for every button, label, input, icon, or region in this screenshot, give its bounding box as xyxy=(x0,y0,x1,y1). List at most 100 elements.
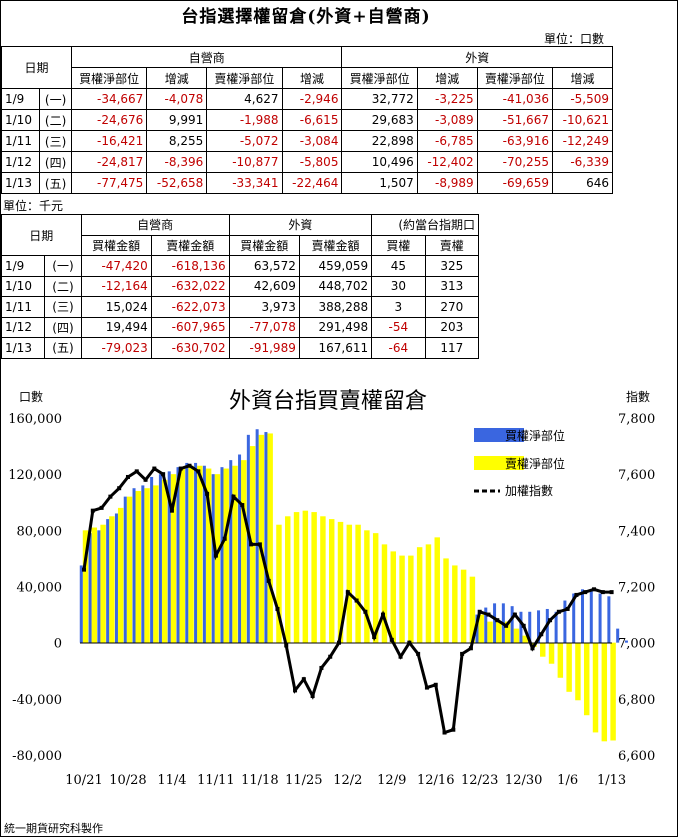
legend-swatch-call xyxy=(474,428,524,442)
y-tick-label: 40,000 xyxy=(17,581,63,596)
table1-row: 1/12 (四) -24,817 -8,396 -10,877 -5,805 10,496-… xyxy=(0,151,614,173)
bar-put xyxy=(583,642,590,716)
table1-value-cell: -3,225 xyxy=(416,88,478,110)
table1-weekday-cell: (三) xyxy=(39,130,73,152)
bar-call xyxy=(580,589,584,643)
bar-put xyxy=(513,628,520,643)
bar-put xyxy=(82,530,89,643)
index-point xyxy=(583,590,588,595)
bar-put xyxy=(188,465,194,643)
table1-date-cell: 1/9 xyxy=(0,88,41,110)
table1-value-cell: -12,249 xyxy=(551,130,614,152)
bar-put xyxy=(91,527,98,643)
table1-value-cell: -5,072 xyxy=(206,130,283,152)
table1-value-cell: -10,877 xyxy=(206,151,283,173)
table1-value-cell: 1,507 xyxy=(341,172,418,194)
bar-call xyxy=(123,496,127,643)
table1-value-cell: -77,475 xyxy=(71,172,148,194)
bar-call xyxy=(79,565,83,643)
chart-y-label: 口數 xyxy=(19,390,43,404)
table1-col-header: 賣權淨部位 xyxy=(206,67,283,89)
bar-call xyxy=(563,600,567,643)
table1-weekday-cell: (二) xyxy=(39,109,73,131)
table1-value-cell: -33,341 xyxy=(206,172,283,194)
table1-value-cell: -6,339 xyxy=(551,151,614,173)
bar-put xyxy=(372,533,379,643)
table2-value-cell: 459,059 xyxy=(298,255,373,277)
bar-put xyxy=(469,576,476,643)
table2-date-cell: 1/9 xyxy=(0,255,46,277)
index-point xyxy=(424,685,429,690)
bar-call xyxy=(528,611,532,643)
table2-value-cell: 270 xyxy=(424,296,480,318)
bar-put xyxy=(478,614,484,643)
table1-date-cell: 1/13 xyxy=(0,172,41,194)
table2-value-cell: 325 xyxy=(424,255,480,277)
bar-call xyxy=(132,488,136,643)
table1-value-cell: -5,805 xyxy=(281,151,343,173)
table1-option-positions: 日期 自營商 外資 買權淨部位 增減 賣權淨部位 增減 買權淨部位 增減 賣權淨部位 增減 1… xyxy=(0,46,614,194)
table2-value-cell: 19,494 xyxy=(80,316,152,338)
bar-put xyxy=(390,551,396,643)
index-point xyxy=(398,654,403,659)
bar-call xyxy=(255,429,259,643)
table1-col-header: 買權淨部位 xyxy=(341,67,418,89)
y-tick-label: 120,000 xyxy=(8,468,62,483)
table1-value-cell: -70,255 xyxy=(476,151,553,173)
table2-row: 1/13 (五) -79,023 -630,702 -91,989 167,611 -64 1… xyxy=(0,337,480,359)
index-point xyxy=(565,606,570,611)
table2-value-cell: -79,023 xyxy=(80,337,152,359)
table1-col-header: 增減 xyxy=(281,67,343,89)
bar-call xyxy=(220,467,224,643)
table1-date-cell: 1/10 xyxy=(0,109,41,131)
bar-call xyxy=(106,519,110,643)
index-point xyxy=(125,474,130,479)
y2-tick-label: 6,600 xyxy=(618,749,655,764)
bar-put xyxy=(460,569,467,643)
table1-date-cell: 1/11 xyxy=(0,130,41,152)
bar-put xyxy=(408,555,414,643)
bar-call xyxy=(607,596,611,643)
table1-value-cell: -5,509 xyxy=(551,88,614,110)
bar-put xyxy=(592,642,599,733)
table1-col-header: 增減 xyxy=(146,67,208,89)
bar-put xyxy=(575,642,581,701)
table1-value-cell: 22,898 xyxy=(341,130,418,152)
table1-value-cell: 4,627 xyxy=(206,88,283,110)
table1-weekday-cell: (五) xyxy=(39,172,73,194)
table2-value-cell: 30 xyxy=(371,275,426,297)
bar-put xyxy=(381,544,388,643)
bar-call xyxy=(510,606,514,643)
table2-col-header: 賣權金額 xyxy=(298,234,373,256)
x-tick-label: 11/4 xyxy=(157,773,186,788)
bar-put xyxy=(126,496,133,643)
table2-date-cell: 1/13 xyxy=(0,337,46,359)
index-point xyxy=(205,491,210,496)
table1-value-cell: -4,078 xyxy=(146,88,208,110)
table2-value-cell: -64 xyxy=(371,337,426,359)
legend-label-index: 加權指數 xyxy=(505,483,553,498)
bar-put xyxy=(416,547,423,643)
table1-value-cell: -8,396 xyxy=(146,151,208,173)
bar-put xyxy=(548,642,555,664)
bar-put xyxy=(214,474,221,643)
index-point xyxy=(82,567,86,572)
index-point xyxy=(328,654,333,659)
index-point xyxy=(451,727,456,732)
chart-y2-label: 指數 xyxy=(626,389,650,404)
index-point xyxy=(108,494,113,499)
table1-value-cell: 9,991 xyxy=(146,109,208,131)
index-point xyxy=(213,553,218,558)
table2-value-cell: -607,965 xyxy=(150,316,230,338)
table1-col-header: 賣權淨部位 xyxy=(476,67,553,89)
table2-value-cell: 3 xyxy=(371,296,426,318)
y-tick-label: 0 xyxy=(54,637,62,652)
y2-tick-label: 7,400 xyxy=(618,524,655,539)
index-point xyxy=(521,623,526,628)
index-point xyxy=(442,730,447,735)
table2-value-cell: 388,288 xyxy=(298,296,373,318)
table2-value-cell: 291,498 xyxy=(298,316,373,338)
bar-put xyxy=(566,642,572,692)
x-tick-label: 12/9 xyxy=(377,773,406,788)
index-point xyxy=(556,609,561,614)
